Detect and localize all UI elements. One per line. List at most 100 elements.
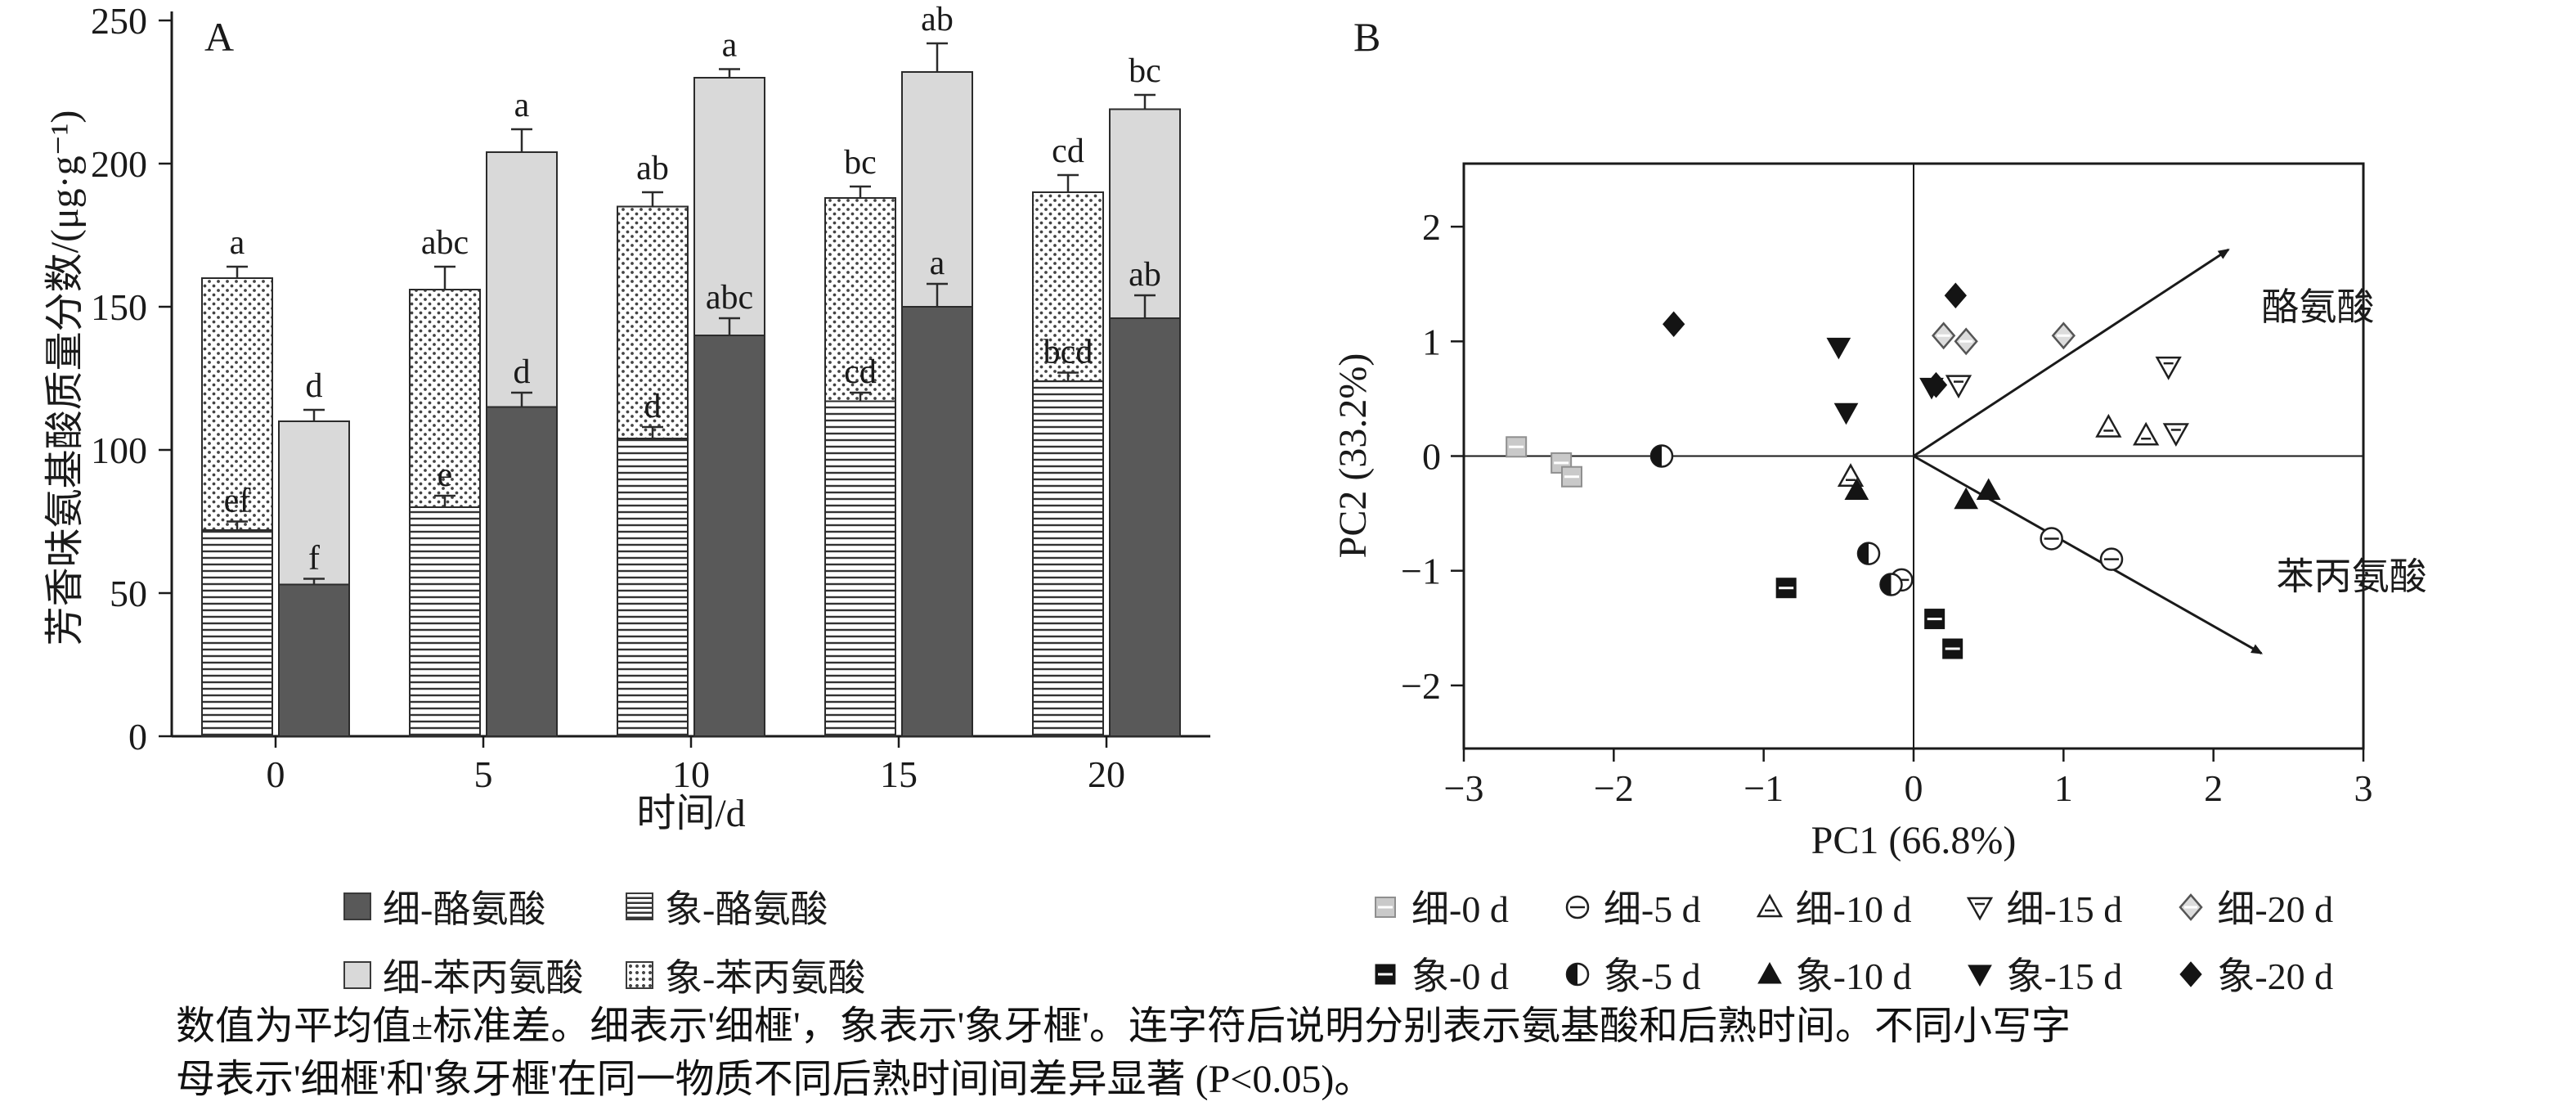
swatch-dark-icon [343,892,371,920]
tri-up-filled-marker-icon [1757,961,1782,984]
loading-arrow [1913,455,2264,654]
tri-down-filled-marker-icon [1968,964,1993,987]
sig-letter: ab [921,1,954,38]
bar-segment-细-酪氨酸 [693,335,765,737]
legend-label: 细-酪氨酸 [383,888,546,930]
tri-down-open-marker-icon [2155,356,2182,380]
swatch-stripes-icon [626,892,653,920]
panel-b-chart: B PC2 (33.2%) PC1 (66.8%) −3 −2 −1 0 1 2 3 −2 −1… [1331,14,2427,862]
x-tick-label: 1 [2054,767,2073,809]
panel-a-chart: A 芳香味氨基酸质量分数/(μg·g⁻¹) 时间/d 0501001502002… [43,0,1210,835]
swatch-light-icon [343,961,371,989]
x-tick-label: 0 [1905,767,1923,809]
panel-b-x-axis-label: PC1 (66.8%) [1811,819,2017,862]
figure-caption: 数值为平均值±标准差。细表示'细榧'，象表示'象牙榧'。连字符后说明分别表示氨基… [176,1000,2482,1107]
sig-letter: d [514,353,531,391]
sig-letter: e [438,456,453,494]
diamond-filled-marker-icon [1924,371,1948,398]
panel-a-legend: 细-酪氨酸 象-酪氨酸 细-苯丙氨酸 象-苯丙氨酸 [343,879,865,1002]
bar-segment-细-酪氨酸 [1109,317,1181,737]
panel-b-y-axis-label: PC2 (33.2%) [1331,353,1375,559]
legend-item-xiang-phenylalanine: 象-苯丙氨酸 [626,948,865,1002]
legend-item-xi-10d: 细-10 d [1752,879,1912,933]
swatch-dots-icon [626,961,653,989]
circle-half-marker-icon [1565,962,1590,987]
bar-segment-细-苯丙氨酸 [278,420,350,586]
legend-label: 象-苯丙氨酸 [665,957,866,999]
y-tick-label: 150 [91,286,147,328]
legend-item-xi-phenylalanine: 细-苯丙氨酸 [343,948,626,1002]
y-tick-label: 2 [1422,206,1441,248]
tri-up-open-marker-icon [2133,421,2160,446]
panel-b-label: B [1353,14,1380,60]
y-tick-label: −1 [1401,551,1441,592]
square-filled-marker-icon [1375,964,1396,985]
x-tick-label: −3 [1444,767,1484,809]
x-tick-label: 15 [880,753,918,795]
tri-up-open-marker-icon [2095,413,2122,438]
diamond-filled-marker-icon [2179,961,2202,987]
y-tick-label: 200 [91,143,147,185]
tri-up-open-marker-icon [1756,893,1783,918]
panel-a-y-axis-label: 芳香味氨基酸质量分数/(μg·g⁻¹) [43,110,87,646]
sig-letter: abc [421,224,469,262]
legend-label: 象-20 d [2217,955,2334,997]
y-tick-label: 0 [1422,436,1441,478]
sig-letter: bcd [1043,334,1093,371]
legend-label: 细-0 d [1411,888,1509,930]
x-tick-label: −1 [1744,767,1784,809]
tri-up-filled-marker-icon [1757,961,1782,984]
y-tick-label: 100 [91,429,147,471]
legend-item-xiang-tyrosine: 象-酪氨酸 [626,879,865,933]
y-tick-label: 0 [128,716,147,758]
legend-item-xi-tyrosine: 细-酪氨酸 [343,879,626,933]
bar-segment-象-苯丙氨酸 [409,289,481,508]
x-tick-label: −2 [1594,767,1634,809]
bar-segment-细-酪氨酸 [901,306,973,737]
legend-item-xi-15d: 细-15 d [1962,879,2122,933]
legend-label: 象-15 d [2006,955,2123,997]
tri-down-open-marker-icon [1945,375,1972,399]
bar-segment-象-酪氨酸 [617,438,689,737]
legend-label: 象-酪氨酸 [665,888,828,930]
caption-line-2: 母表示'细榧'和'象牙榧'在同一物质不同后熟时间间差异显著 (P<0.05)。 [176,1058,1374,1102]
y-tick-label: 250 [91,0,147,42]
sig-letter: f [308,540,320,578]
bar-segment-细-酪氨酸 [278,583,350,737]
legend-label: 象-5 d [1603,955,1701,997]
square-light-marker-icon [1375,897,1396,918]
x-tick-label: 20 [1088,753,1125,795]
bar-segment-象-酪氨酸 [1032,380,1104,737]
legend-label: 细-10 d [1795,888,1912,930]
tri-up-filled-marker-icon [1954,487,1979,510]
sig-letter: ab [636,150,669,187]
x-tick-label: 3 [2354,767,2373,809]
loading-arrow-label: 苯丙氨酸 [2277,556,2427,598]
sig-letter: d [644,388,662,425]
legend-label: 细-15 d [2006,888,2123,930]
sig-letter: a [930,245,945,282]
x-tick-label: 5 [474,753,493,795]
sig-letter: a [722,27,738,65]
diamond-filled-marker-icon [1944,282,1967,308]
x-tick-label: 10 [672,753,710,795]
caption-line-1: 数值为平均值±标准差。细表示'细榧'，象表示'象牙榧'。连字符后说明分别表示氨基… [176,1005,2071,1048]
y-tick-label: −2 [1401,665,1441,707]
bar-segment-象-苯丙氨酸 [824,197,896,402]
bar-segment-细-酪氨酸 [486,406,558,737]
diamond-filled-marker-icon [2179,961,2202,987]
bar-segment-象-酪氨酸 [824,400,896,737]
legend-label: 细-20 d [2217,888,2334,930]
legend-item-xiang-15d: 象-15 d [1962,946,2122,1000]
tri-down-filled-marker-icon [1826,337,1851,360]
diamond-open-marker-icon [2179,893,2203,921]
diamond-filled-marker-icon [1663,311,1685,338]
bar-segment-细-苯丙氨酸 [693,77,765,336]
sig-letter: abc [706,279,753,317]
circle-open-marker-icon [1565,895,1590,919]
sig-letter: a [230,224,245,262]
panel-b-legend-row-xiang: 象-0 d 象-5 d 象-10 d 象-15 d 象-20 d [1367,946,2333,1000]
